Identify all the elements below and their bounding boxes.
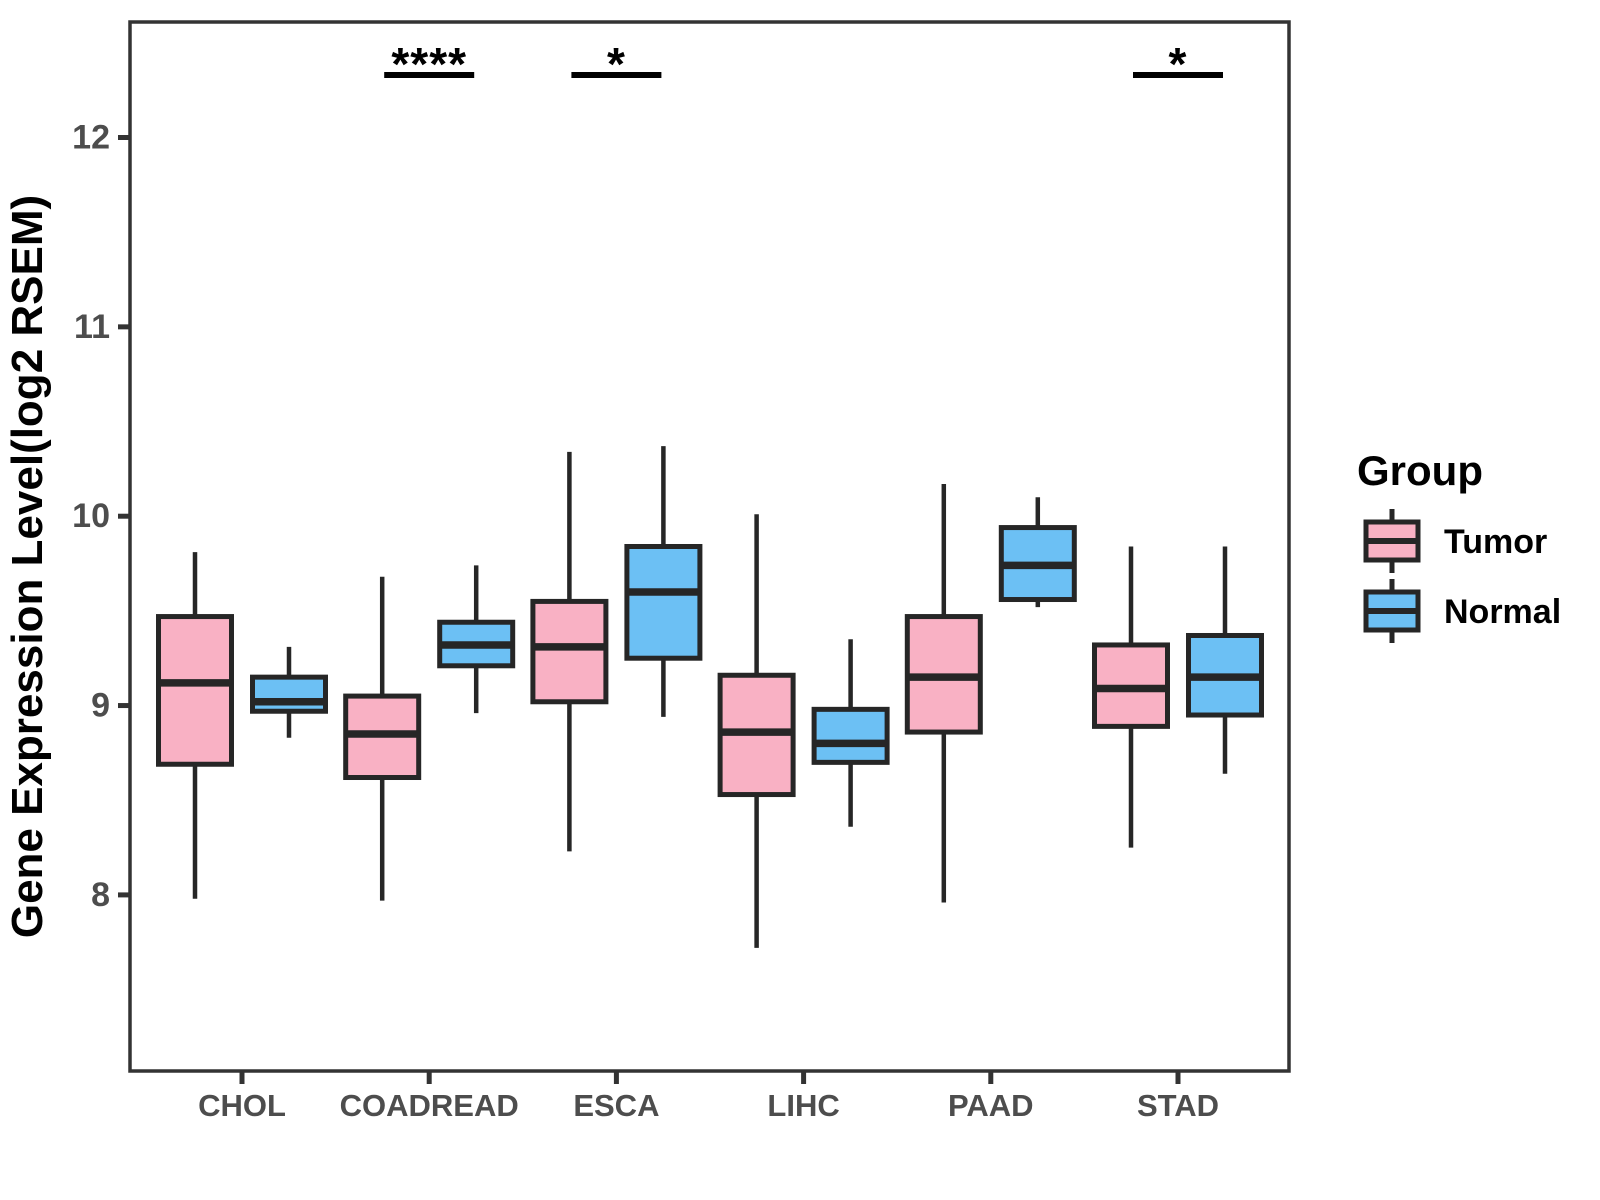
x-tick-label-coadread: COADREAD [340, 1088, 519, 1123]
significance-stars-esca: * [607, 38, 626, 90]
legend: Group Tumor Normal [1357, 447, 1561, 643]
y-axis: 8 9 10 11 12 [72, 119, 130, 914]
x-tick-label-paad: PAAD [948, 1088, 1034, 1123]
legend-label: Tumor [1444, 523, 1547, 561]
legend-title: Group [1357, 447, 1483, 494]
iqr-box [156, 614, 234, 767]
boxplot-esca-normal [624, 446, 703, 717]
boxplot-paad-tumor [904, 484, 983, 903]
boxplot-chol-tumor [156, 552, 234, 899]
boxplot-stad-tumor [1092, 546, 1170, 848]
legend-item-tumor: Tumor [1363, 509, 1547, 573]
y-tick-label: 8 [91, 876, 110, 914]
significance-stars-coadread: **** [391, 38, 467, 90]
legend-item-normal: Normal [1363, 579, 1561, 643]
significance-stars-stad: * [1169, 38, 1188, 90]
x-tick-label-esca: ESCA [573, 1088, 659, 1123]
boxes [156, 446, 1264, 948]
boxplot-esca-tumor [530, 451, 609, 852]
iqr-box [250, 674, 328, 714]
iqr-box [811, 706, 890, 765]
x-tick-label-stad: STAD [1137, 1088, 1219, 1123]
plot-panel [128, 20, 1291, 1073]
boxplot-coadread-tumor [343, 576, 422, 901]
x-tick-label-lihc: LIHC [767, 1088, 839, 1123]
significance-annotations: **** * * [384, 38, 1223, 90]
y-tick-label: 10 [72, 497, 110, 535]
boxplot-chol-normal [250, 646, 328, 738]
legend-label: Normal [1444, 593, 1561, 631]
iqr-box [624, 544, 703, 661]
x-tick-label-chol: CHOL [198, 1088, 286, 1123]
boxplot-coadread-normal [437, 565, 516, 714]
boxplot-stad-normal [1186, 546, 1264, 774]
y-axis-title: Gene Expression Level(log2 RSEM) [3, 195, 52, 938]
y-tick-label: 11 [74, 308, 110, 346]
x-axis: CHOL COADREAD ESCA LIHC PAAD STAD [198, 1071, 1219, 1123]
boxplot-lihc-normal [811, 639, 890, 827]
boxplot-paad-normal [998, 497, 1077, 608]
iqr-box [530, 598, 609, 705]
y-tick-label: 12 [72, 119, 110, 157]
y-tick-label: 9 [91, 687, 110, 725]
boxplot-lihc-tumor [717, 514, 796, 948]
